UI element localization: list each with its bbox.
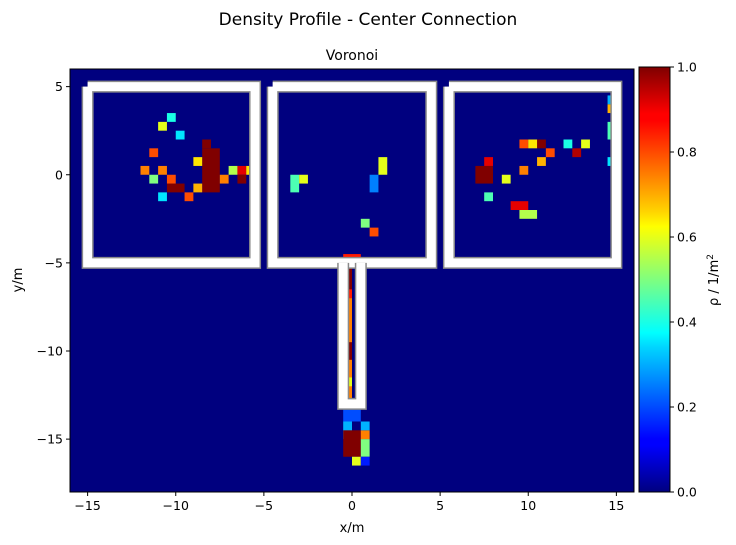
- density-cell: [537, 139, 546, 149]
- colorbar-tick-label: 0.4: [677, 315, 697, 330]
- x-axis-label: x/m: [340, 521, 365, 536]
- wall-body: [338, 262, 366, 409]
- density-cell: [158, 192, 167, 202]
- density-cell: [352, 456, 361, 466]
- figure-suptitle: Density Profile - Center Connection: [219, 10, 518, 30]
- density-cell: [360, 430, 370, 440]
- density-cell: [563, 139, 573, 149]
- density-cell: [519, 165, 529, 175]
- density-cell: [228, 165, 238, 175]
- density-cell: [510, 201, 529, 210]
- y-axis-label: y/m: [11, 268, 26, 293]
- y-tick-label: −10: [37, 344, 63, 359]
- y-tick-label: 0: [55, 167, 63, 182]
- colorbar-tick-label: 1.0: [677, 60, 697, 75]
- density-cell: [369, 174, 379, 193]
- density-cell: [519, 139, 529, 149]
- density-cell: [158, 165, 167, 175]
- colorbar-tick-label: 0.2: [677, 400, 697, 415]
- density-cell: [343, 430, 361, 457]
- density-cell: [237, 174, 247, 184]
- density-cell: [166, 113, 176, 122]
- density-cell: [581, 139, 590, 149]
- density-cell: [166, 183, 185, 193]
- density-cell: [184, 192, 194, 202]
- colorbar-tick-label: 0.0: [677, 485, 697, 500]
- y-axis-ticks: 5 0 −5 −10 −15: [37, 79, 70, 447]
- density-cell: [537, 157, 546, 166]
- density-cell: [572, 148, 582, 158]
- x-tick-label: −5: [255, 498, 273, 513]
- axes-title: Voronoi: [326, 48, 378, 64]
- density-cell: [193, 157, 203, 166]
- x-tick-label: −15: [74, 498, 100, 513]
- x-tick-label: 0: [348, 498, 356, 513]
- geometry-walls: [81, 80, 623, 410]
- density-cell: [484, 192, 493, 202]
- density-cell: [202, 139, 211, 149]
- density-cell: [219, 174, 229, 184]
- density-cell: [360, 456, 370, 466]
- y-tick-label: −5: [45, 255, 63, 270]
- wall-body: [444, 82, 621, 268]
- density-cell: [484, 157, 493, 166]
- density-cell: [378, 157, 388, 175]
- density-cell: [140, 165, 150, 175]
- x-tick-label: 5: [436, 498, 444, 513]
- colorbar-tick-label: 0.6: [677, 230, 697, 245]
- x-tick-label: −10: [163, 498, 189, 513]
- density-cell: [360, 439, 370, 457]
- colorbar-label: ρ / 1/m2: [706, 254, 722, 306]
- colorbar-ticks: 0.0 0.2 0.4 0.6 0.8 1.0: [670, 60, 697, 500]
- density-cell: [193, 183, 203, 193]
- density-cell: [528, 139, 538, 149]
- x-axis-ticks: −15 −10 −5 0 5 10 15: [74, 492, 624, 513]
- density-cell: [149, 174, 159, 184]
- x-tick-label: 15: [608, 498, 624, 513]
- density-cell: [290, 174, 300, 193]
- density-cell: [519, 210, 538, 219]
- density-cell: [475, 165, 493, 184]
- density-cell: [360, 218, 370, 228]
- density-cell: [501, 174, 511, 184]
- density-cell: [202, 148, 220, 193]
- wall-body: [83, 82, 260, 268]
- density-cell: [175, 130, 185, 140]
- density-cell: [158, 121, 167, 131]
- density-cell: [237, 165, 247, 175]
- y-tick-label: 5: [55, 79, 63, 94]
- density-cell: [369, 227, 379, 237]
- colorbar: 0.0 0.2 0.4 0.6 0.8 1.0 ρ / 1/m2: [638, 60, 722, 500]
- density-cell: [149, 148, 159, 158]
- density-cell: [545, 148, 555, 158]
- colorbar-gradient: [638, 66, 671, 493]
- wall-body: [268, 82, 436, 268]
- density-cell: [299, 174, 308, 184]
- x-tick-label: 10: [520, 498, 536, 513]
- colorbar-tick-label: 0.8: [677, 145, 697, 160]
- heatmap-axes: −15 −10 −5 0 5 10 15 5 0 −5 −10 −15: [37, 68, 635, 513]
- density-cell: [166, 174, 176, 184]
- density-cell: [360, 421, 370, 431]
- y-tick-label: −15: [37, 432, 63, 447]
